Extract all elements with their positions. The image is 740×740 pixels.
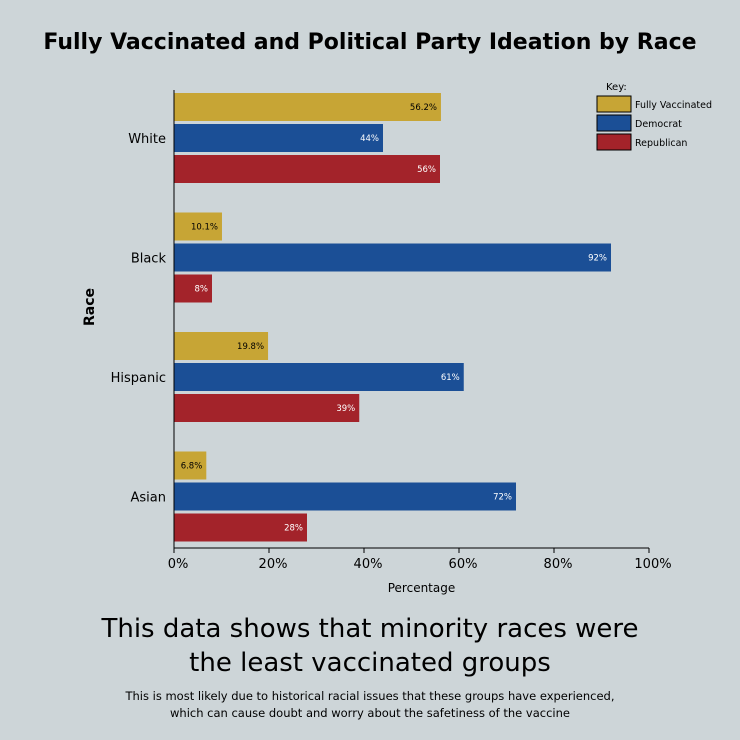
data-label: 44%: [360, 134, 379, 144]
x-axis-title: Percentage: [388, 581, 456, 595]
chart-title: Fully Vaccinated and Political Party Ide…: [43, 30, 697, 55]
bar-black-democrat: [174, 243, 611, 272]
bar-asian-fully-vaccinated: [174, 451, 207, 480]
x-tick-label: 20%: [259, 557, 288, 572]
data-label: 28%: [284, 524, 303, 534]
bar-white-republican: [174, 155, 440, 183]
data-label: 61%: [441, 373, 460, 383]
data-label: 56.2%: [410, 103, 437, 113]
x-tick-label: 0%: [168, 557, 189, 572]
legend-swatch-fully-vaccinated: [596, 95, 632, 113]
x-tick-label: 40%: [354, 557, 383, 572]
category-label: Asian: [131, 491, 166, 506]
data-label: 19.8%: [237, 342, 264, 352]
legend-label: Fully Vaccinated: [635, 100, 712, 111]
data-label: 92%: [588, 254, 607, 264]
category-label: White: [128, 132, 166, 147]
x-tick-label: 60%: [449, 557, 478, 572]
footnote-line-2: which can cause doubt and worry about th…: [170, 706, 570, 720]
legend-swatch-democrat: [596, 114, 632, 132]
footnote: This is most likely due to historical ra…: [0, 688, 740, 722]
x-tick-label: 80%: [544, 557, 573, 572]
y-axis-title: Race: [82, 288, 98, 326]
bar-black-republican: [174, 274, 212, 303]
bar-hispanic-fully-vaccinated: [174, 332, 269, 360]
data-label: 39%: [336, 404, 355, 414]
data-label: 72%: [493, 493, 512, 503]
bar-black-fully-vaccinated: [174, 212, 222, 241]
data-label: 10.1%: [191, 223, 218, 233]
bar-white-democrat: [174, 124, 383, 152]
data-label: 56%: [417, 165, 436, 175]
legend-label: Republican: [635, 138, 687, 149]
legend-title: Key:: [606, 82, 627, 93]
x-tick-label: 100%: [634, 557, 671, 572]
category-label: Black: [131, 252, 167, 267]
legend-label: Democrat: [635, 119, 682, 130]
category-label: Hispanic: [111, 371, 166, 386]
headline: This data shows that minority races were…: [0, 612, 740, 680]
bar-hispanic-democrat: [174, 363, 464, 391]
legend-swatch-republican: [596, 133, 632, 151]
footnote-line-1: This is most likely due to historical ra…: [125, 689, 615, 703]
data-label: 8%: [195, 285, 209, 295]
bar-chart: 56.2% 44% 56% White 10.1% 92% 8% Black 19.8% 61% 3…: [82, 82, 712, 595]
data-label: 6.8%: [181, 462, 203, 472]
headline-line-2: the least vaccinated groups: [189, 648, 551, 678]
bar-white-fully-vaccinated: [174, 93, 441, 121]
bar-hispanic-republican: [174, 394, 360, 422]
headline-line-1: This data shows that minority races were: [101, 614, 639, 644]
bar-asian-democrat: [174, 482, 516, 511]
bar-asian-republican: [174, 513, 307, 542]
